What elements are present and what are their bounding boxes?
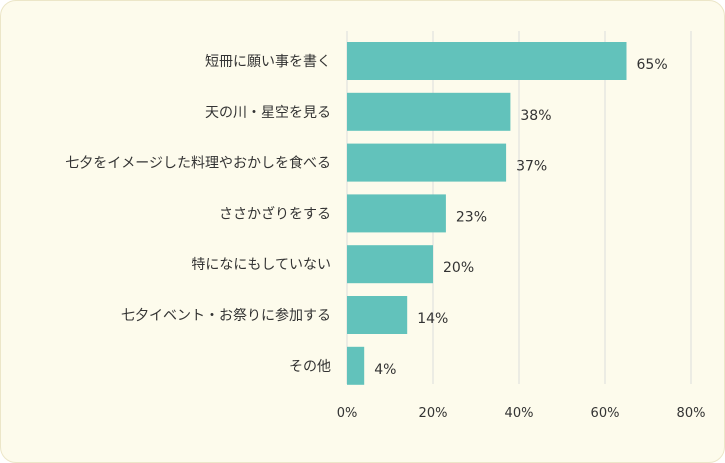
x-tick-label-1: 20%: [419, 406, 448, 421]
category-label-0: 短冊に願い事を書く: [205, 54, 331, 70]
x-tick-label-4: 80%: [677, 406, 706, 421]
value-label-3: 23%: [456, 209, 487, 225]
bars: [347, 42, 627, 385]
bar-5: [347, 296, 408, 334]
bar-4: [347, 245, 433, 284]
category-label-4: 特になにもしていない: [191, 257, 331, 273]
value-labels: 65% 38% 37% 23% 20% 14% 4%: [374, 57, 667, 378]
category-label-2: 七夕をイメージした料理やおかしを食べる: [65, 155, 331, 172]
value-label-1: 38%: [520, 108, 551, 124]
value-label-2: 37%: [516, 159, 547, 175]
x-tick-label-3: 60%: [591, 406, 620, 421]
category-label-3: ささかざりをする: [219, 205, 331, 222]
category-label-5: 七夕イベント・お祭りに参加する: [121, 307, 331, 324]
bar-0: [347, 42, 627, 80]
category-labels: 短冊に願い事を書く天の川・星空を見る七夕をイメージした料理やおかしを食べるささか…: [65, 54, 331, 375]
value-label-0: 65%: [637, 57, 668, 73]
bar-3: [347, 194, 446, 233]
value-label-4: 20%: [443, 260, 474, 276]
x-tick-label-2: 40%: [505, 406, 534, 421]
category-label-1: 天の川・星空を見る: [205, 105, 331, 121]
bar-2: [347, 143, 507, 182]
bar-6: [347, 346, 365, 385]
value-label-5: 14%: [417, 311, 448, 327]
category-label-6: その他: [289, 359, 331, 375]
value-label-6: 4%: [374, 362, 396, 378]
x-axis-ticks: 0% 20% 40% 60% 80%: [337, 406, 706, 421]
x-tick-label-0: 0%: [337, 406, 358, 421]
bar-1: [347, 92, 511, 131]
